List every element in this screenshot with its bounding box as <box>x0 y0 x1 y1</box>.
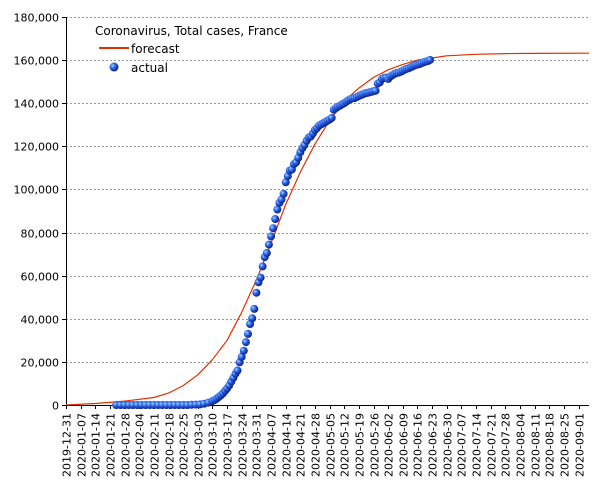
x-tick-label: 2020-01-21 <box>105 413 118 477</box>
x-tick-label: 2020-04-21 <box>295 413 308 477</box>
x-tick-label: 2020-03-31 <box>251 413 264 477</box>
legend: Coronavirus, Total cases, France forecas… <box>95 24 288 75</box>
x-tick-label: 2020-02-18 <box>164 413 177 477</box>
x-tick-label: 2020-05-26 <box>369 413 382 477</box>
actual-data-point <box>258 262 267 271</box>
actual-data-point <box>250 304 259 313</box>
actual-data-point <box>264 240 273 249</box>
x-tick-label: 2020-07-07 <box>456 413 469 477</box>
x-tick-label: 2020-05-12 <box>339 413 352 477</box>
y-tick-label: 140,000 <box>14 98 60 111</box>
actual-data-point <box>281 178 290 187</box>
x-tick-label: 2020-05-19 <box>354 413 367 477</box>
actual-data-point <box>267 232 275 241</box>
actual-data-point <box>252 288 261 297</box>
actual-data-point <box>241 338 250 347</box>
x-tick-label: 2020-01-14 <box>90 413 103 477</box>
chart-title: Coronavirus, Total cases, France <box>95 24 288 38</box>
actual-data-point <box>237 352 246 361</box>
legend-actual-marker <box>109 62 119 72</box>
y-tick-label: 0 <box>52 400 59 413</box>
actual-data-point <box>371 86 380 95</box>
x-tick-label: 2020-07-28 <box>500 413 513 477</box>
y-tick-label: 160,000 <box>14 55 60 68</box>
y-tick-label: 100,000 <box>14 184 60 197</box>
x-tick-label: 2020-03-17 <box>222 413 235 477</box>
x-tick-label: 2020-07-21 <box>486 413 499 477</box>
y-tick-label: 20,000 <box>21 357 60 370</box>
x-tick-label: 2020-08-04 <box>515 413 528 477</box>
x-tick-label: 2020-03-03 <box>193 413 206 477</box>
series <box>65 52 590 409</box>
x-tick-label: 2019-12-31 <box>61 413 74 477</box>
x-tick-label: 2020-02-11 <box>149 413 162 477</box>
x-tick-label: 2020-09-01 <box>574 413 587 477</box>
x-tick-label: 2020-05-05 <box>325 413 338 477</box>
x-tick-label: 2020-01-07 <box>76 413 89 477</box>
y-tick-label: 120,000 <box>14 141 60 154</box>
actual-data-point <box>279 189 288 198</box>
actual-data-point <box>248 314 257 323</box>
actual-data-point <box>256 273 265 282</box>
legend-actual-label: actual <box>131 61 168 75</box>
x-tick-label: 2020-02-25 <box>178 413 191 477</box>
y-tick-label: 60,000 <box>21 271 60 284</box>
x-tick-label: 2020-04-07 <box>266 413 279 477</box>
actual-data-point <box>273 205 282 214</box>
x-tick-label: 2020-06-02 <box>383 413 396 477</box>
x-tick-label: 2020-04-14 <box>281 413 294 477</box>
y-tick-label: 40,000 <box>21 314 60 327</box>
x-tick-label: 2020-08-11 <box>530 413 543 477</box>
x-tick-label: 2020-06-30 <box>442 413 455 477</box>
actual-data-point <box>327 113 336 122</box>
x-tick-label: 2020-07-14 <box>471 413 484 477</box>
y-axis-ticks: 0 20,000 40,000 60,000 80,000 100,000 120,000 1… <box>14 12 66 413</box>
legend-forecast-label: forecast <box>131 42 180 56</box>
actual-data-point <box>269 224 278 233</box>
x-tick-label: 2020-08-25 <box>559 413 572 477</box>
x-tick-label: 2020-06-09 <box>398 413 411 477</box>
x-tick-label: 2020-03-10 <box>207 413 220 477</box>
actual-data-point <box>239 346 248 355</box>
actual-data-point <box>271 215 280 223</box>
y-tick-label: 80,000 <box>21 228 60 241</box>
actual-data-point <box>426 55 434 64</box>
y-tick-label: 180,000 <box>14 12 60 25</box>
forecast-series-line <box>65 52 590 406</box>
actual-data-point <box>262 249 271 257</box>
x-tick-label: 2020-01-28 <box>120 413 133 477</box>
x-tick-label: 2020-02-04 <box>134 413 147 477</box>
actual-data-point <box>244 329 252 338</box>
x-tick-label: 2020-08-18 <box>544 413 557 477</box>
x-tick-label: 2020-06-16 <box>412 413 425 477</box>
x-axis-ticks: 2019-12-31 2020-01-07 2020-01-14 2020-01-21… <box>61 405 587 477</box>
actual-data-point <box>233 366 242 375</box>
gridlines <box>66 17 589 363</box>
x-tick-label: 2020-03-24 <box>237 413 250 477</box>
x-tick-label: 2020-04-28 <box>310 413 323 477</box>
x-tick-label: 2020-06-23 <box>427 413 440 477</box>
